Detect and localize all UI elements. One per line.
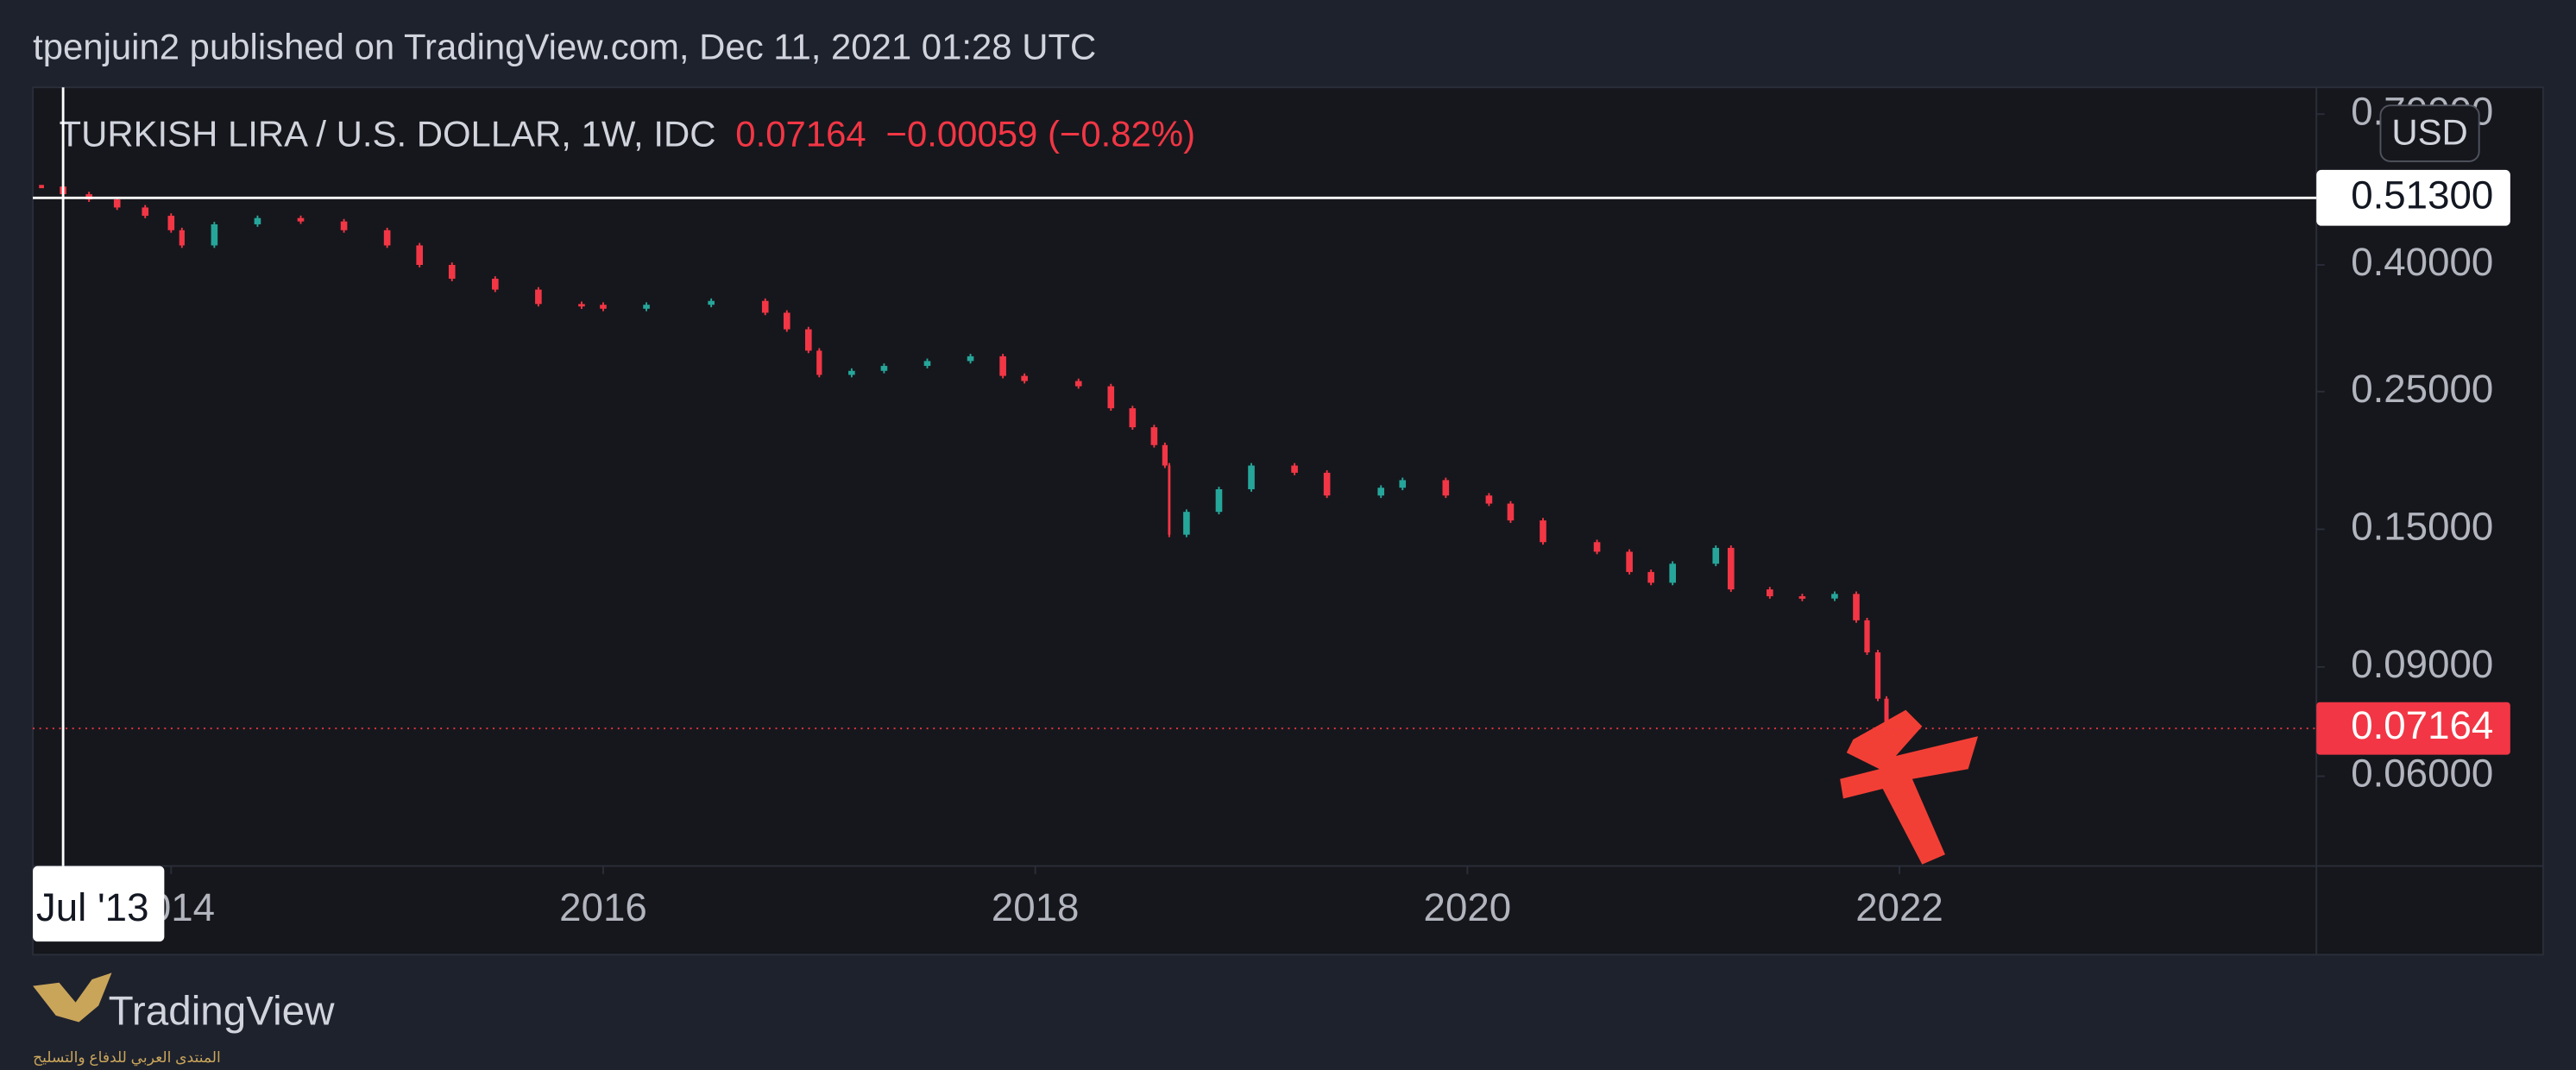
candle: [816, 350, 822, 375]
x-tick-label: 2022: [1855, 885, 1943, 929]
candle: [1884, 698, 1889, 729]
legend-symbol: TURKISH LIRA / U.S. DOLLAR, 1W, IDC: [60, 113, 716, 154]
candle: [1767, 589, 1773, 596]
legend-price: 0.07164: [735, 113, 866, 154]
candle: [1168, 465, 1171, 535]
y-tick-label: 0.25000: [2351, 367, 2493, 411]
x-tick-label: 2020: [1424, 885, 1512, 929]
candle: [600, 305, 607, 309]
chart-panel: [32, 86, 2544, 956]
candle: [492, 279, 499, 290]
y-tick-label: 0.40000: [2351, 240, 2493, 284]
candle: [1107, 386, 1115, 409]
candle: [578, 304, 585, 307]
candle: [1399, 480, 1407, 488]
candle: [1377, 488, 1385, 496]
legend: TURKISH LIRA / U.S. DOLLAR, 1W, IDC 0.071…: [60, 113, 1196, 154]
candle: [1150, 427, 1158, 445]
publish-header: tpenjuin2 published on TradingView.com, …: [33, 27, 1096, 67]
candle: [1798, 595, 1806, 599]
legend-change: −0.00059 (−0.82%): [886, 113, 1196, 154]
candle: [1593, 542, 1601, 552]
candle: [761, 300, 769, 313]
candle: [211, 223, 218, 246]
candle: [1442, 480, 1450, 496]
candle: [1540, 520, 1546, 543]
airplane-icon: [1840, 709, 1979, 865]
candle: [1831, 594, 1838, 599]
candle: [848, 370, 855, 375]
candle: [1248, 465, 1255, 489]
candle: [1712, 547, 1720, 564]
candle: [1626, 551, 1633, 572]
candle: [1727, 547, 1735, 590]
candle: [1874, 652, 1881, 699]
candle: [167, 216, 175, 230]
candle: [1162, 444, 1168, 466]
candle: [448, 265, 456, 280]
candle: [999, 356, 1006, 376]
candle: [880, 366, 888, 371]
candle: [1864, 620, 1870, 653]
y-tick-label: 0.06000: [2351, 752, 2493, 796]
watermark: المنتدى العربي للدفاع والتسليح: [33, 1048, 221, 1067]
candle: [113, 199, 121, 208]
candle: [805, 329, 812, 351]
y-tick-label: 0.15000: [2351, 504, 2493, 548]
candle: [783, 312, 790, 330]
candle: [1215, 488, 1223, 513]
candle: [1021, 375, 1028, 381]
candle: [535, 289, 542, 305]
candle: [383, 230, 391, 246]
logo-mark: [33, 972, 112, 1023]
candle: [1183, 512, 1190, 535]
candle: [254, 217, 261, 224]
x-tick-label: 2018: [992, 885, 1080, 929]
price-label: 0.07164: [2351, 703, 2493, 747]
candle: [1485, 495, 1493, 504]
candle: [1669, 563, 1676, 583]
crosshair-x-box: [33, 865, 165, 942]
crosshair-y-label: 0.51300: [2351, 173, 2493, 217]
candle: [1853, 594, 1860, 620]
candle: [179, 230, 185, 246]
candle: [1291, 465, 1298, 473]
logo-text: TradingView: [109, 989, 335, 1035]
candle: [708, 300, 715, 305]
y-tick-label: 0.09000: [2351, 642, 2493, 686]
candle: [1323, 472, 1331, 496]
candle: [297, 217, 305, 222]
overlay: TURKISH LIRA / U.S. DOLLAR, 1W, IDC 0.071…: [60, 113, 1196, 154]
candle: [142, 207, 149, 217]
candle: [643, 305, 650, 309]
candle: [1074, 381, 1082, 387]
candle: [340, 221, 348, 230]
price-label-box: [2316, 702, 2510, 755]
candle: [967, 356, 974, 362]
x-tick-label: 2016: [559, 885, 647, 929]
crosshair-y-box: [2316, 169, 2510, 226]
candle: [416, 245, 423, 266]
currency-box[interactable]: [2379, 104, 2480, 162]
candle: [39, 185, 44, 189]
candle: [923, 361, 931, 367]
crosshair-x-label: Jul '13: [36, 885, 149, 929]
currency-label: USD: [2391, 112, 2467, 153]
candle: [1647, 571, 1654, 583]
candle: [1129, 408, 1137, 428]
candle: [1507, 503, 1515, 521]
